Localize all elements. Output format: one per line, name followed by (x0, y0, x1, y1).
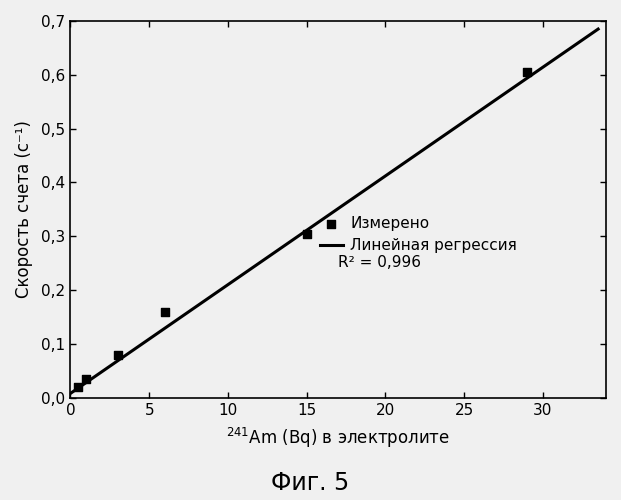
X-axis label: $^{241}$Am (Bq) в электролите: $^{241}$Am (Bq) в электролите (226, 426, 450, 450)
Измерено (160, 308, 170, 316)
Legend: Измерено, Линейная регрессия: Измерено, Линейная регрессия (314, 210, 524, 260)
Измерено (522, 68, 532, 76)
Измерено (73, 383, 83, 391)
Text: Фиг. 5: Фиг. 5 (271, 471, 350, 495)
Измерено (113, 350, 123, 358)
Измерено (81, 375, 91, 383)
Измерено (302, 230, 312, 237)
Y-axis label: Скорость счета (с⁻¹): Скорость счета (с⁻¹) (15, 120, 33, 298)
Text: R² = 0,996: R² = 0,996 (338, 254, 421, 270)
